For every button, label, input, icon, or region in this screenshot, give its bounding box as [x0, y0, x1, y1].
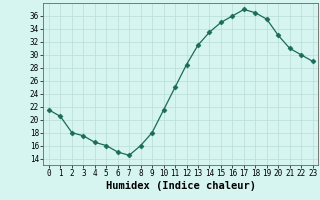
X-axis label: Humidex (Indice chaleur): Humidex (Indice chaleur): [106, 181, 256, 191]
